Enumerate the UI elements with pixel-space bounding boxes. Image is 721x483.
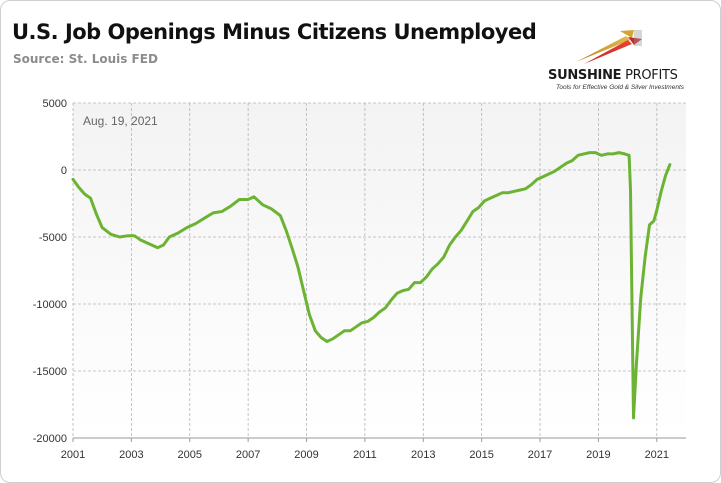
logo-name-thin: PROFITS bbox=[621, 68, 678, 83]
date-annotation: Aug. 19, 2021 bbox=[83, 114, 158, 128]
x-tick-label: 2001 bbox=[61, 449, 85, 461]
series-group bbox=[71, 151, 672, 420]
series-line-0 bbox=[71, 151, 672, 420]
logo-name-bold: SUNSHINE bbox=[548, 68, 622, 83]
y-tick-label: -20000 bbox=[33, 433, 67, 445]
logo-swoosh-icon bbox=[576, 30, 642, 64]
y-tick-label: 5000 bbox=[43, 98, 67, 110]
sunshine-profits-logo: SUNSHINE PROFITS Tools for Effective Gol… bbox=[548, 26, 698, 94]
x-tick-label: 2017 bbox=[528, 449, 552, 461]
x-tick-label: 2011 bbox=[353, 449, 377, 461]
x-tick-label: 2003 bbox=[119, 449, 143, 461]
y-tick-label: -10000 bbox=[33, 299, 67, 311]
x-tick-label: 2009 bbox=[294, 449, 318, 461]
x-tick-label: 2021 bbox=[645, 449, 669, 461]
plot-area bbox=[73, 103, 686, 438]
logo-tagline: Tools for Effective Gold & Silver Invest… bbox=[556, 84, 685, 91]
y-axis: 5000 0 -5000 -10000 -15000 -20000 bbox=[33, 98, 67, 445]
y-tick-label: 0 bbox=[61, 165, 67, 177]
x-tick-label: 2019 bbox=[586, 449, 610, 461]
x-tick-label: 2007 bbox=[236, 449, 260, 461]
x-tick-label: 2015 bbox=[469, 449, 493, 461]
chart-title: U.S. Job Openings Minus Citizens Unemplo… bbox=[12, 20, 537, 44]
y-tick-label: -5000 bbox=[39, 232, 67, 244]
logo-name: SUNSHINE PROFITS bbox=[548, 68, 678, 83]
x-tick-label: 2013 bbox=[411, 449, 435, 461]
chart-source: Source: St. Louis FED bbox=[13, 52, 158, 66]
x-tick-label: 2005 bbox=[178, 449, 202, 461]
x-axis: 2001 2003 2005 2007 2009 2011 2013 2015 2017 2019… bbox=[61, 438, 669, 461]
y-tick-label: -15000 bbox=[33, 366, 67, 378]
